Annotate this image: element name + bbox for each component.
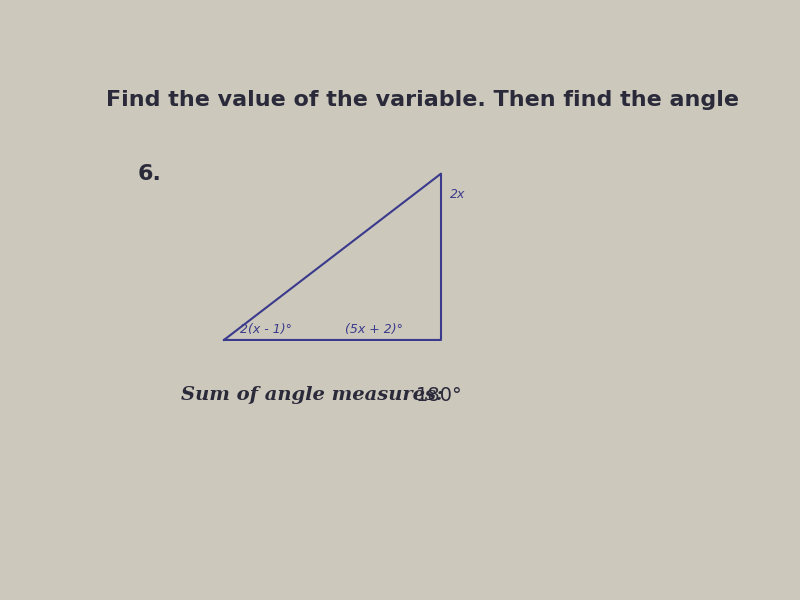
Text: (5x + 2)°: (5x + 2)°: [345, 323, 402, 336]
Text: 180°: 180°: [416, 386, 463, 405]
Text: 2x: 2x: [450, 187, 466, 200]
Text: Sum of angle measures:: Sum of angle measures:: [181, 386, 450, 404]
Text: Find the value of the variable. Then find the angle: Find the value of the variable. Then fin…: [106, 91, 739, 110]
Text: 6.: 6.: [138, 164, 161, 184]
Text: 2(x - 1)°: 2(x - 1)°: [239, 323, 291, 336]
